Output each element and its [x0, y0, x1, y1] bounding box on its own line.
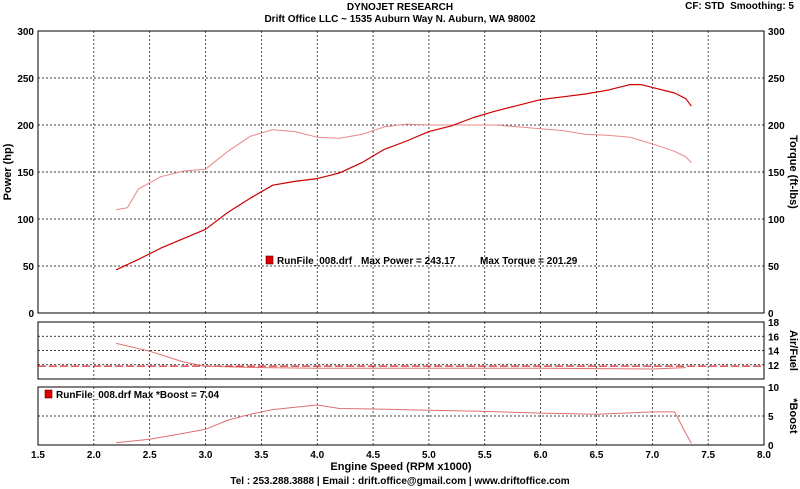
x-tick-label: 7.5 — [701, 450, 715, 461]
torque-tick-label: 250 — [768, 74, 785, 85]
x-tick-label: 5.0 — [422, 450, 436, 461]
power-tick-label: 300 — [17, 27, 34, 38]
boost-tick-label: 5 — [768, 412, 774, 423]
boost-tick-label: 10 — [768, 383, 780, 394]
torque-axis-label: Torque (ft-lbs) — [787, 135, 799, 209]
x-tick-label: 8.0 — [757, 450, 771, 461]
afr-line — [116, 342, 686, 370]
afr-axis-label: Air/Fuel — [787, 330, 799, 371]
legend-max-torque: Max Torque = 201.29 — [480, 256, 578, 267]
x-axis-label: Engine Speed (RPM x1000) — [330, 461, 472, 473]
torque-tick-label: 300 — [768, 27, 785, 38]
x-tick-label: 2.5 — [143, 450, 157, 461]
x-tick-label: 7.0 — [645, 450, 659, 461]
boost-legend-swatch — [44, 389, 53, 399]
afr-tick-label: 12 — [768, 361, 780, 372]
power-tick-label: 0 — [28, 309, 34, 320]
legend-swatch — [265, 255, 274, 265]
power-tick-label: 250 — [17, 74, 34, 85]
legend-file: RunFile_008.drf — [277, 256, 353, 267]
boost-line — [116, 404, 692, 444]
x-tick-label: 3.5 — [254, 450, 268, 461]
x-tick-label: 6.5 — [590, 450, 604, 461]
torque-tick-label: 150 — [768, 168, 785, 179]
torque-tick-label: 200 — [768, 121, 785, 132]
x-tick-label: 1.5 — [31, 450, 45, 461]
boost-tick-label: 0 — [768, 441, 774, 452]
smoothing-label: Smoothing: 5 — [730, 1, 794, 12]
boost-axis-label: *Boost — [787, 398, 799, 434]
power-tick-label: 150 — [17, 168, 34, 179]
afr-tick-label: 14 — [768, 347, 780, 358]
power-tick-label: 50 — [23, 262, 35, 273]
power-axis-label: Power (hp) — [2, 143, 14, 200]
chart-title: DYNOJET RESEARCH — [346, 2, 454, 13]
afr-tick-label: 16 — [768, 332, 780, 343]
torque-line — [116, 123, 692, 211]
x-tick-label: 3.0 — [199, 450, 213, 461]
correction-info: CF: STD Smoothing: 5 — [685, 1, 794, 12]
power-line — [115, 84, 692, 271]
chart-subtitle: Drift Office LLC ~ 1535 Auburn Way N. Au… — [264, 14, 536, 25]
torque-tick-label: 100 — [768, 215, 785, 226]
power-tick-label: 200 — [17, 121, 34, 132]
boost-legend-text: RunFile_008.drf Max *Boost = 7.04 — [56, 390, 220, 401]
x-tick-label: 6.0 — [534, 450, 548, 461]
cf-label: CF: STD — [685, 1, 725, 12]
x-tick-label: 2.0 — [87, 450, 101, 461]
x-tick-label: 5.5 — [478, 450, 492, 461]
power-tick-label: 100 — [17, 215, 34, 226]
footer-contact: Tel : 253.288.3888 | Email : drift.offic… — [230, 476, 570, 487]
x-tick-label: 4.5 — [366, 450, 380, 461]
torque-tick-label: 0 — [768, 309, 774, 320]
afr-tick-label: 18 — [768, 318, 780, 329]
torque-tick-label: 50 — [768, 262, 780, 273]
legend-max-power: Max Power = 243.17 — [361, 256, 456, 267]
x-tick-label: 4.0 — [310, 450, 324, 461]
